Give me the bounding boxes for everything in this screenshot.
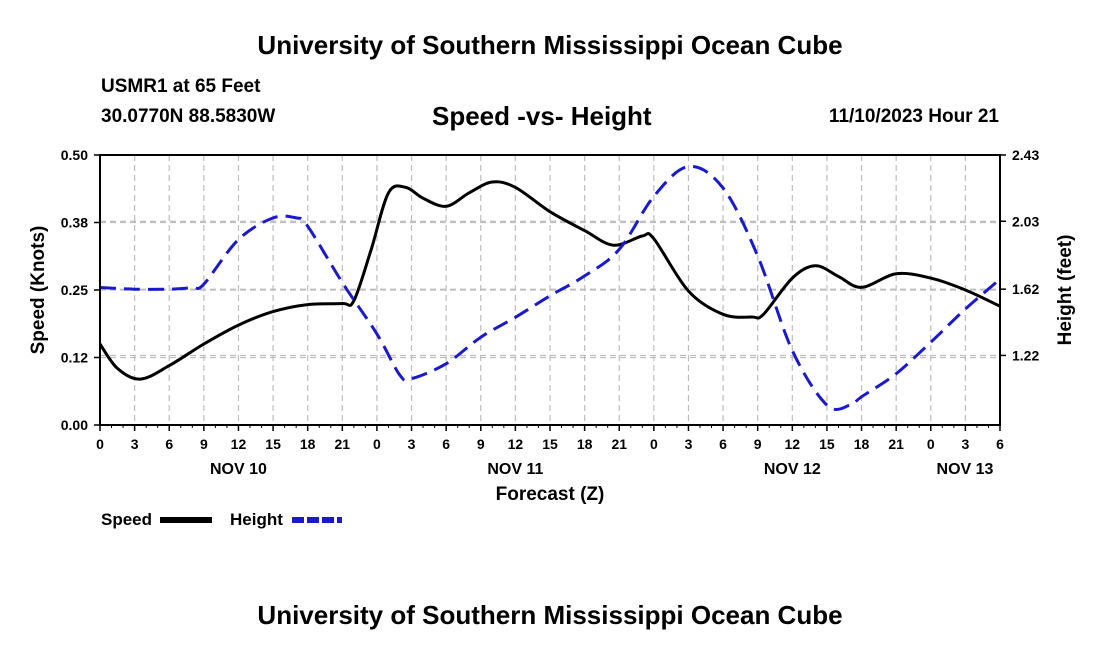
x-tick-label: 21: [888, 436, 904, 452]
x-tick-label: 21: [611, 436, 627, 452]
grid: [100, 154, 1000, 425]
y2-axis-title: Height (feet): [1055, 235, 1076, 346]
x-tick-label: 15: [819, 436, 835, 452]
axes: 0 3 6 9 12 15 18 21 0 3 6 9 12 15 18 21 0 3 6 9 12 15 18 21 0 3 6N…: [28, 147, 1076, 505]
y2-tick-label: 1.22: [1012, 347, 1039, 363]
x-tick-label: 18: [577, 436, 593, 452]
x-tick-label: 3: [961, 436, 969, 452]
y-tick-label: 0.00: [61, 417, 88, 433]
x-tick-label: 0: [373, 436, 381, 452]
y-tick-label: 0.50: [61, 147, 88, 163]
x-tick-label: 3: [408, 436, 416, 452]
y2-tick-label: 2.43: [1012, 147, 1039, 163]
x-tick-label: 0: [96, 436, 104, 452]
x-tick-label: 6: [719, 436, 727, 452]
station-label: USMR1 at 65 Feet: [101, 76, 261, 97]
legend: Speed Height: [101, 510, 342, 529]
y-axis-title: Speed (Knots): [28, 226, 49, 355]
x-tick-label: 15: [542, 436, 558, 452]
x-tick-label: 9: [200, 436, 208, 452]
x-tick-label: 21: [335, 436, 351, 452]
x-axis-title: Forecast (Z): [496, 484, 605, 505]
day-label: NOV 13: [937, 461, 994, 478]
x-tick-label: 15: [265, 436, 281, 452]
x-tick-label: 3: [131, 436, 139, 452]
series-layer: [98, 165, 1001, 411]
day-label: NOV 10: [210, 461, 267, 478]
x-tick-label: 12: [231, 436, 247, 452]
x-tick-label: 9: [477, 436, 485, 452]
main-title: University of Southern Mississippi Ocean…: [257, 30, 843, 60]
forecast-datetime: 11/10/2023 Hour 21: [828, 106, 999, 127]
y2-tick-label: 1.62: [1012, 281, 1039, 297]
y-tick-label: 0.38: [61, 215, 88, 231]
x-tick-label: 0: [650, 436, 658, 452]
x-tick-label: 12: [785, 436, 801, 452]
legend-label-height: Height: [230, 510, 283, 529]
x-tick-label: 18: [300, 436, 316, 452]
x-tick-label: 9: [754, 436, 762, 452]
x-tick-label: 6: [442, 436, 450, 452]
day-label: NOV 12: [764, 461, 821, 478]
x-tick-label: 3: [685, 436, 693, 452]
y-tick-label: 0.12: [61, 350, 88, 366]
x-tick-label: 0: [927, 436, 935, 452]
x-tick-label: 6: [996, 436, 1004, 452]
legend-label-speed: Speed: [101, 510, 152, 529]
y2-tick-label: 2.03: [1012, 213, 1039, 229]
x-tick-label: 18: [854, 436, 870, 452]
day-label: NOV 11: [487, 461, 543, 478]
footer-title: University of Southern Mississippi Ocean…: [257, 600, 843, 630]
station-coords: 30.0770N 88.5830W: [101, 106, 276, 127]
series-line-speed: [98, 180, 1001, 381]
x-tick-label: 6: [165, 436, 173, 452]
y-tick-label: 0.25: [61, 282, 88, 298]
series-line-height: [99, 165, 1001, 411]
x-tick-label: 12: [508, 436, 524, 452]
chart-subtitle: Speed -vs- Height: [432, 101, 652, 131]
